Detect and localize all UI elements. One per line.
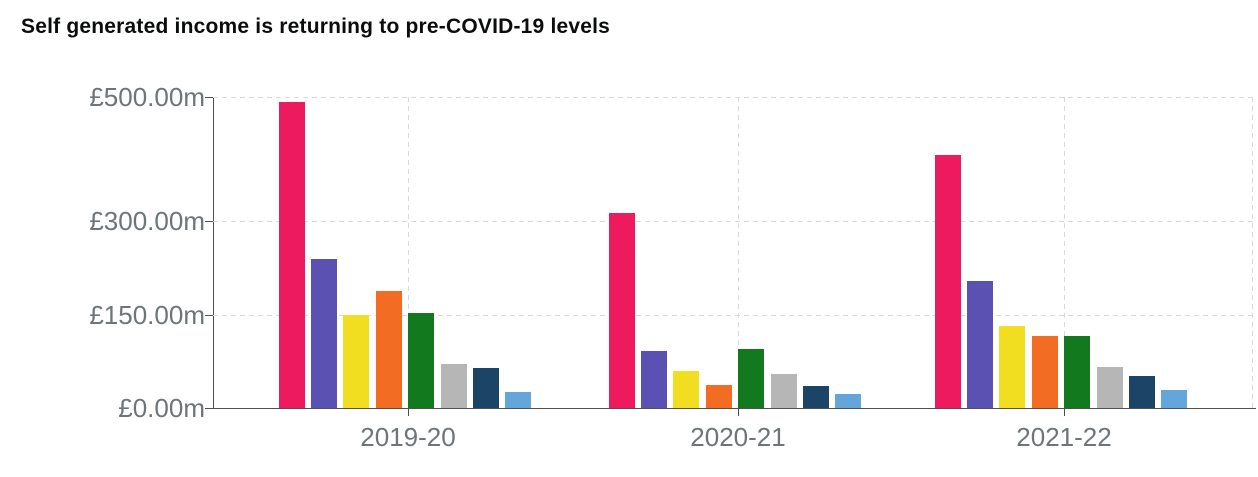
y-axis-tick (205, 314, 213, 316)
x-axis-label-2021-22: 2021-22 (1016, 422, 1112, 452)
bar-pink-2019-20 (278, 101, 305, 408)
bar-purple-2021-22 (966, 281, 993, 408)
h-gridline (213, 314, 1253, 316)
bar-grey-2020-21 (770, 374, 797, 408)
x-axis-tick (738, 408, 739, 416)
y-axis-tick (205, 221, 213, 223)
bar-yellow-2021-22 (999, 325, 1026, 408)
v-gridline (408, 97, 409, 408)
x-axis-line (213, 408, 1256, 409)
bar-purple-2020-21 (640, 350, 667, 408)
bar-pink-2021-22 (934, 154, 961, 408)
bar-orange-2019-20 (375, 291, 402, 408)
bar-light-blue-2019-20 (505, 391, 532, 408)
bar-orange-2020-21 (705, 385, 732, 408)
bar-grey-2021-22 (1096, 366, 1123, 408)
y-axis-tick (205, 408, 213, 409)
y-axis-tick (205, 97, 213, 98)
chart-title: Self generated income is returning to pr… (21, 15, 611, 38)
v-gridline (1252, 97, 1253, 408)
bar-green-2021-22 (1064, 335, 1091, 408)
bar-dark-blue-2020-21 (802, 386, 829, 408)
bar-grey-2019-20 (440, 364, 467, 408)
bar-orange-2021-22 (1031, 335, 1058, 408)
bar-dark-blue-2021-22 (1128, 375, 1155, 408)
y-axis-label: £150.00m (89, 299, 205, 330)
y-axis-label: £500.00m (89, 82, 205, 112)
x-axis-label-2020-21: 2020-21 (690, 422, 786, 452)
bar-dark-blue-2019-20 (472, 368, 499, 408)
v-gridline (1064, 97, 1065, 408)
h-gridline (213, 221, 1253, 223)
y-axis-line (213, 97, 214, 408)
bar-light-blue-2020-21 (835, 393, 862, 408)
bar-yellow-2019-20 (343, 314, 370, 408)
v-gridline (738, 97, 739, 408)
y-axis-label: £0.00m (118, 393, 205, 423)
x-axis-tick (408, 408, 409, 416)
h-gridline (213, 97, 1253, 98)
bar-yellow-2020-21 (673, 370, 700, 408)
bar-green-2019-20 (408, 313, 435, 408)
x-axis-label-2019-20: 2019-20 (360, 422, 456, 452)
plot-area (213, 97, 1256, 409)
bar-green-2020-21 (738, 348, 765, 408)
bar-pink-2020-21 (608, 212, 635, 408)
bar-purple-2019-20 (310, 258, 337, 408)
x-axis-tick (1064, 408, 1065, 416)
y-axis-label: £300.00m (89, 206, 205, 237)
bar-light-blue-2021-22 (1161, 389, 1188, 408)
